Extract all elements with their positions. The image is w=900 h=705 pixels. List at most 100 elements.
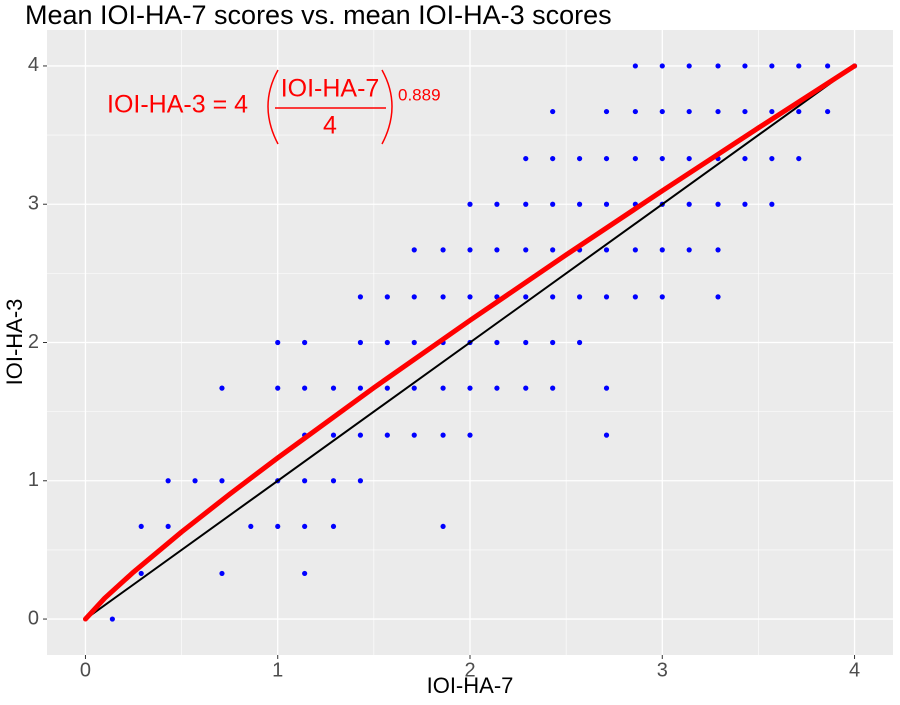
x-tick-label: 4 [849,659,860,681]
point [742,155,748,162]
point [796,155,802,162]
point [440,385,446,391]
point [248,523,254,530]
point [603,432,610,438]
point [138,570,144,577]
y-tick-label: 4 [28,54,39,76]
point [494,385,500,391]
point [411,247,417,253]
equation-denominator: 4 [323,112,337,140]
point [302,570,308,577]
point [715,294,721,300]
point [686,247,692,253]
point [467,201,473,207]
y-tick-label: 2 [28,331,39,353]
point [550,247,556,253]
point [219,478,225,484]
point [686,63,692,69]
point [550,155,556,162]
point [742,63,748,69]
point [659,63,665,69]
point [550,201,556,207]
x-tick-label: 3 [657,659,668,681]
point [742,108,748,115]
point [411,385,417,391]
point [603,155,610,162]
line [82,63,858,622]
point [275,385,281,391]
point [440,294,446,300]
point [659,294,665,300]
point [384,294,390,300]
point [659,155,665,162]
point [576,201,583,207]
point [109,616,115,622]
point [769,201,775,207]
point [302,385,308,391]
point [494,247,500,253]
point [686,108,692,115]
point [411,432,417,438]
x-tick-label: 0 [80,659,91,681]
point [769,108,775,115]
point [769,63,775,69]
point [330,385,337,391]
point [357,478,364,484]
point [603,385,610,391]
point [467,294,473,300]
point [632,247,638,253]
paren [381,69,393,145]
point [467,432,473,438]
point [769,155,775,162]
point [686,155,692,162]
point [632,155,638,162]
point [603,247,610,253]
point [576,294,583,300]
point [357,294,364,300]
point [715,247,721,253]
point [825,63,831,69]
point [219,570,225,577]
point [440,247,446,253]
point [440,432,446,438]
point [715,108,721,115]
y-tick-label: 0 [28,607,39,629]
point [659,247,665,253]
point [603,294,610,300]
point [411,294,417,300]
point [165,523,171,530]
point [384,385,390,391]
point [302,478,308,484]
point [219,385,225,391]
point [165,478,171,484]
point [302,339,308,346]
y-tick-label: 1 [28,469,39,491]
point [796,63,802,69]
point [494,339,500,346]
point [715,63,721,69]
point [715,201,721,207]
point [550,294,556,300]
point [357,385,364,391]
point [275,339,281,346]
point [302,523,308,530]
point [523,385,529,391]
point [192,478,198,484]
point [550,385,556,391]
x-axis-title: IOI-HA-7 [427,673,514,698]
point [632,294,638,300]
point [330,478,337,484]
point [523,155,529,162]
point [576,155,583,162]
point [632,63,638,69]
point [550,339,556,346]
x-tick-label: 1 [272,659,283,681]
y-axis-title: IOI-HA-3 [2,299,27,386]
point [330,523,337,530]
point [659,108,665,115]
point [357,339,364,346]
chart-title: Mean IOI-HA-7 scores vs. mean IOI-HA-3 s… [25,0,612,30]
point [825,108,831,115]
equation: IOI-HA-3 = 4 IOI-HA-7 4 0.889 [107,69,441,145]
